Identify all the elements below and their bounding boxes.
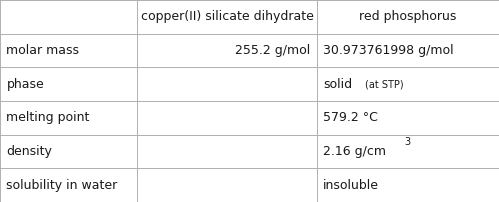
Text: phase: phase [6, 78, 44, 91]
Text: copper(II) silicate dihydrate: copper(II) silicate dihydrate [141, 10, 313, 23]
Text: solid: solid [323, 78, 352, 91]
Text: red phosphorus: red phosphorus [359, 10, 457, 23]
Text: melting point: melting point [6, 111, 90, 124]
Text: insoluble: insoluble [323, 179, 379, 192]
Text: density: density [6, 145, 52, 158]
Text: (at STP): (at STP) [365, 79, 404, 89]
Text: 3: 3 [405, 137, 411, 147]
Text: 255.2 g/mol: 255.2 g/mol [235, 44, 310, 57]
Text: 30.973761998 g/mol: 30.973761998 g/mol [323, 44, 454, 57]
Text: 2.16 g/cm: 2.16 g/cm [323, 145, 386, 158]
Text: solubility in water: solubility in water [6, 179, 118, 192]
Text: 579.2 °C: 579.2 °C [323, 111, 378, 124]
Text: molar mass: molar mass [6, 44, 79, 57]
